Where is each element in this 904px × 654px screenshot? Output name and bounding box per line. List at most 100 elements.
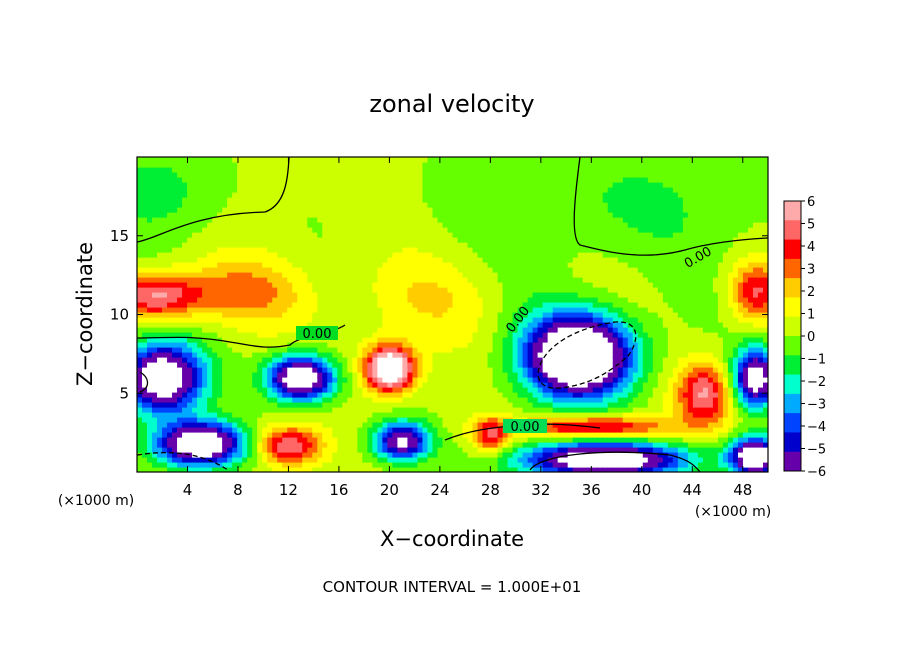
heatmap-cell bbox=[212, 282, 218, 288]
heatmap-cell bbox=[177, 407, 183, 413]
heatmap-cell bbox=[437, 257, 444, 263]
heatmap-cell bbox=[357, 192, 363, 198]
heatmap-cell bbox=[532, 407, 539, 413]
heatmap-cell bbox=[222, 317, 228, 323]
heatmap-cell bbox=[422, 447, 429, 453]
heatmap-cell bbox=[367, 277, 373, 283]
heatmap-cell bbox=[422, 302, 429, 308]
heatmap-cell bbox=[352, 197, 358, 203]
heatmap-cell bbox=[227, 277, 233, 283]
heatmap-cell bbox=[432, 172, 439, 178]
heatmap-cell bbox=[247, 332, 253, 338]
heatmap-cell bbox=[507, 172, 514, 178]
heatmap-cell bbox=[527, 352, 534, 358]
heatmap-cell bbox=[257, 247, 263, 253]
heatmap-cell bbox=[227, 217, 233, 223]
heatmap-cell bbox=[277, 437, 283, 443]
heatmap-cell bbox=[462, 317, 469, 323]
heatmap-cell bbox=[472, 292, 479, 298]
heatmap-cell bbox=[202, 352, 208, 358]
heatmap-cell bbox=[267, 392, 273, 398]
heatmap-cell bbox=[332, 247, 338, 253]
heatmap-cell bbox=[177, 187, 183, 193]
heatmap-cell bbox=[297, 302, 303, 308]
heatmap-cell bbox=[332, 167, 338, 173]
heatmap-cell bbox=[297, 362, 303, 368]
heatmap-cell bbox=[287, 447, 293, 453]
heatmap-cell bbox=[452, 277, 459, 283]
heatmap-cell bbox=[272, 377, 278, 383]
heatmap-cell bbox=[522, 337, 529, 343]
heatmap-cell bbox=[207, 417, 213, 423]
heatmap-cell bbox=[507, 242, 514, 248]
heatmap-cell bbox=[197, 387, 203, 393]
heatmap-cell bbox=[187, 242, 193, 248]
heatmap-cell bbox=[292, 412, 298, 418]
heatmap-cell bbox=[242, 467, 248, 472]
heatmap-cell bbox=[492, 357, 499, 363]
heatmap-cell bbox=[172, 277, 178, 283]
heatmap-cell bbox=[492, 407, 499, 413]
heatmap-cell bbox=[512, 347, 519, 353]
heatmap-cell bbox=[292, 397, 298, 403]
heatmap-cell bbox=[382, 222, 388, 228]
heatmap-cell bbox=[252, 462, 258, 468]
heatmap-cell bbox=[462, 242, 469, 248]
heatmap-cell bbox=[307, 297, 313, 303]
heatmap-cell bbox=[432, 282, 439, 288]
heatmap-cell bbox=[307, 197, 313, 203]
heatmap-cell bbox=[287, 222, 293, 228]
heatmap-cell bbox=[247, 202, 253, 208]
heatmap-cell bbox=[362, 242, 368, 248]
heatmap-cell bbox=[457, 217, 464, 223]
heatmap-cell bbox=[287, 272, 293, 278]
heatmap-cell bbox=[217, 327, 223, 333]
heatmap-cell bbox=[247, 162, 253, 168]
heatmap-cell bbox=[242, 187, 248, 193]
heatmap-cell bbox=[307, 437, 313, 443]
heatmap-cell bbox=[417, 437, 424, 443]
heatmap-cell bbox=[512, 272, 519, 278]
heatmap-cell bbox=[252, 162, 258, 168]
heatmap-cell bbox=[372, 257, 378, 263]
heatmap-cell bbox=[492, 282, 499, 288]
heatmap-cell bbox=[252, 187, 258, 193]
heatmap-cell bbox=[162, 172, 168, 178]
heatmap-cell bbox=[312, 462, 318, 468]
heatmap-cell bbox=[382, 407, 388, 413]
heatmap-cell bbox=[387, 272, 394, 278]
heatmap-cell bbox=[377, 267, 383, 273]
heatmap-cell bbox=[277, 207, 283, 213]
heatmap-cell bbox=[407, 312, 414, 318]
heatmap-cell bbox=[382, 267, 388, 273]
heatmap-cell bbox=[172, 227, 178, 233]
heatmap-cell bbox=[197, 437, 203, 443]
heatmap-cell bbox=[142, 337, 148, 343]
heatmap-cell bbox=[142, 162, 148, 168]
heatmap-cell bbox=[382, 312, 388, 318]
heatmap-cell bbox=[377, 297, 383, 303]
heatmap-cell bbox=[242, 412, 248, 418]
heatmap-cell bbox=[387, 307, 394, 313]
heatmap-cell bbox=[367, 332, 373, 338]
heatmap-cell bbox=[372, 372, 378, 378]
heatmap-cell bbox=[257, 437, 263, 443]
heatmap-cell bbox=[332, 387, 338, 393]
heatmap-cell bbox=[477, 182, 484, 188]
heatmap-cell bbox=[447, 447, 454, 453]
heatmap-cell bbox=[422, 217, 429, 223]
heatmap-cell bbox=[412, 197, 419, 203]
heatmap-cell bbox=[257, 317, 263, 323]
heatmap-cell bbox=[402, 362, 409, 368]
heatmap-cell bbox=[527, 342, 534, 348]
heatmap-cell bbox=[497, 307, 504, 313]
heatmap-cell bbox=[197, 222, 203, 228]
heatmap-cell bbox=[407, 302, 414, 308]
heatmap-cell bbox=[457, 242, 464, 248]
heatmap-cell bbox=[497, 217, 504, 223]
heatmap-cell bbox=[442, 187, 449, 193]
heatmap-cell bbox=[257, 452, 263, 458]
heatmap-cell bbox=[312, 352, 318, 358]
heatmap-cell bbox=[317, 467, 323, 472]
heatmap-cell bbox=[207, 372, 213, 378]
